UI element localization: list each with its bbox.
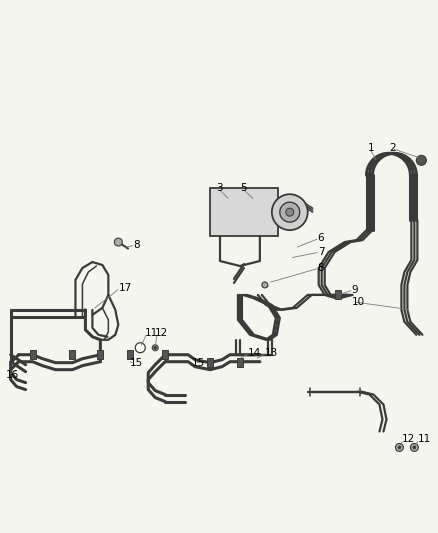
- Circle shape: [154, 346, 157, 349]
- Text: 11: 11: [417, 434, 431, 445]
- Bar: [335, 290, 341, 300]
- Text: 13: 13: [265, 348, 278, 358]
- Circle shape: [417, 155, 426, 165]
- Circle shape: [396, 443, 403, 451]
- Text: 11: 11: [145, 328, 159, 338]
- Circle shape: [413, 446, 416, 449]
- Circle shape: [280, 202, 300, 222]
- Bar: [210, 188, 278, 236]
- Text: 7: 7: [318, 247, 324, 257]
- Bar: [30, 350, 35, 359]
- Text: 12: 12: [401, 434, 415, 445]
- Text: 10: 10: [352, 297, 365, 307]
- Text: 2: 2: [389, 143, 396, 154]
- Circle shape: [114, 238, 122, 246]
- Circle shape: [262, 282, 268, 288]
- Circle shape: [410, 443, 418, 451]
- Bar: [97, 350, 103, 359]
- Bar: [162, 350, 168, 359]
- Text: 6: 6: [318, 233, 324, 243]
- Text: 15: 15: [130, 358, 144, 368]
- Text: 1: 1: [367, 143, 374, 154]
- Circle shape: [286, 208, 294, 216]
- Text: 5: 5: [240, 183, 247, 193]
- Circle shape: [272, 194, 308, 230]
- Text: 3: 3: [216, 183, 223, 193]
- Text: 17: 17: [118, 283, 131, 293]
- Bar: [70, 350, 75, 359]
- Bar: [127, 350, 133, 359]
- Bar: [207, 358, 213, 367]
- Text: 9: 9: [352, 285, 358, 295]
- Text: 8: 8: [133, 240, 140, 250]
- Text: 12: 12: [155, 328, 169, 338]
- Text: 14: 14: [248, 348, 261, 358]
- Circle shape: [135, 343, 145, 353]
- Text: 8: 8: [318, 263, 324, 273]
- Bar: [237, 358, 243, 367]
- Circle shape: [398, 446, 401, 449]
- Text: 15: 15: [192, 358, 205, 368]
- Circle shape: [152, 345, 158, 351]
- Text: 16: 16: [6, 370, 19, 379]
